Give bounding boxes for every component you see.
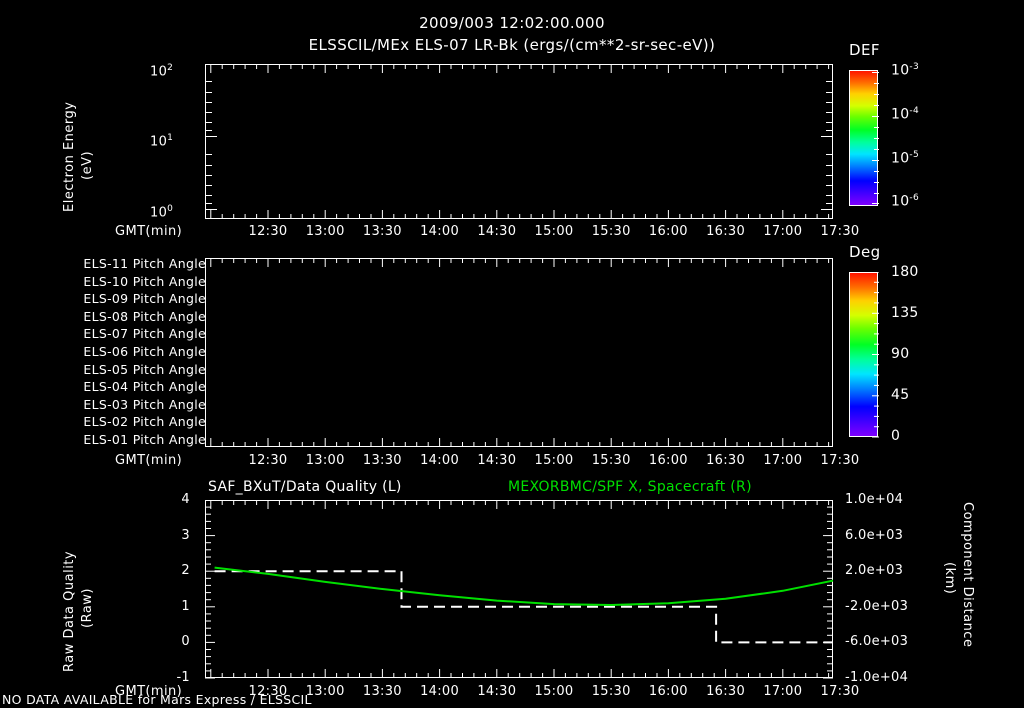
els-row-label: ELS-11 Pitch Angle [83, 256, 206, 271]
panel3-ytick-left: 0 [181, 634, 190, 650]
els-row-label: ELS-01 Pitch Angle [83, 432, 206, 447]
panel-pitch-angle-plot[interactable] [205, 258, 833, 447]
panel3-ylabel-left-line2: (Raw) [80, 588, 95, 628]
els-row-label: ELS-08 Pitch Angle [83, 308, 206, 324]
xtick-label: 17:00 [763, 224, 803, 239]
page-title-instrument: ELSSCIL/MEx ELS-07 LR-Bk (ergs/(cm**2-sr… [308, 36, 716, 54]
xtick-label: 17:00 [763, 684, 803, 699]
colorbar2-label-90: 90 [891, 346, 910, 362]
xtick-label: 12:30 [248, 453, 288, 468]
xtick-label: 16:00 [648, 453, 688, 468]
colorbar1-label-3: 10-3 [891, 62, 919, 79]
xtick-label: 14:00 [420, 684, 460, 699]
xtick-label: 15:30 [591, 224, 631, 239]
panel3-ytick-left: 4 [181, 492, 190, 507]
data-quality-series [214, 570, 833, 644]
colorbar1-label-1: 10-5 [891, 150, 919, 167]
xtick-label: 13:30 [362, 453, 402, 468]
panel3-ytick-right: -6.0e+03 [845, 634, 909, 650]
panel3-ytick-left: 2 [181, 563, 190, 579]
panel1-ytick-0: 100 [150, 204, 174, 221]
panel3-ytick-right: 2.0e+03 [845, 563, 904, 579]
xtick-label: 17:00 [763, 453, 803, 468]
els-row-label: ELS-04 Pitch Angle [83, 379, 206, 395]
xtick-label: 12:30 [248, 224, 288, 239]
panel3-ytick-right: 1.0e+04 [845, 492, 904, 507]
xtick-label: 14:30 [477, 224, 517, 239]
colorbar1-gradient[interactable] [849, 70, 878, 206]
xtick-label: 15:00 [534, 453, 574, 468]
colorbar2-label-180: 180 [891, 264, 919, 280]
els-row-label: ELS-06 Pitch Angle [83, 344, 206, 359]
panel3-ylabel-right-line1: Component Distance [960, 502, 975, 648]
panel-data-quality-plot[interactable] [205, 500, 833, 678]
panel1-ylabel-line1: Electron Energy [62, 101, 77, 212]
xtick-label: 15:30 [591, 453, 631, 468]
xtick-label: 13:00 [305, 453, 345, 468]
colorbar1-title: DEF [849, 41, 880, 59]
colorbar2-label-0: 0 [891, 428, 901, 444]
els-row-label: ELS-03 Pitch Angle [83, 396, 206, 412]
colorbar1-ticks [872, 72, 879, 204]
panel3-ylabel-left-line1: Raw Data Quality [62, 550, 77, 672]
spacecraft-distance-series [214, 566, 833, 607]
colorbar1-label-0: 10-6 [891, 193, 919, 210]
panel1-ytick-2: 102 [150, 63, 174, 80]
panel1-x-ticks [210, 64, 830, 219]
colorbar2-label-45: 45 [891, 387, 910, 403]
xtick-label: 14:30 [477, 684, 517, 699]
panel3-ytick-right: -2.0e+03 [845, 598, 909, 614]
xtick-label: 17:30 [820, 224, 860, 239]
xtick-label: 17:30 [820, 684, 860, 699]
panel3-header-left: SAF_BXuT/Data Quality (L) [208, 479, 402, 495]
xtick-label: 14:30 [477, 453, 517, 468]
xtick-label: 16:00 [648, 224, 688, 239]
panel1-ytick-1: 101 [150, 133, 174, 150]
xtick-label: 14:00 [420, 453, 460, 468]
xtick-label: 16:30 [706, 453, 746, 468]
xtick-label: 15:30 [591, 684, 631, 699]
panel2-gmt-label: GMT(min) [115, 453, 183, 468]
panel2-x-ticks [210, 258, 830, 447]
els-row-label: ELS-02 Pitch Angle [83, 414, 206, 430]
colorbar2-ticks [872, 272, 879, 438]
xtick-label: 12:30 [248, 684, 288, 699]
panel1-ylabel-line2: (eV) [80, 150, 95, 180]
xtick-label: 13:00 [305, 684, 345, 699]
xtick-label: 14:00 [420, 224, 460, 239]
panel3-header-right: MEXORBMC/SPF X, Spacecraft (R) [508, 479, 752, 495]
xtick-label: 16:00 [648, 684, 688, 699]
xtick-label: 13:30 [362, 684, 402, 699]
panel1-y-ticks-right [821, 64, 833, 210]
xtick-label: 15:00 [534, 684, 574, 699]
els-row-label: ELS-09 Pitch Angle [83, 291, 206, 307]
panel1-y-ticks [205, 64, 217, 210]
colorbar2-title: Deg [849, 243, 881, 261]
xtick-label: 16:30 [706, 224, 746, 239]
xtick-label: 17:30 [820, 453, 860, 468]
xtick-label: 15:00 [534, 224, 574, 239]
panel3-gmt-label: GMT(min) [115, 684, 183, 699]
panel3-ytick-left: -1 [176, 670, 190, 685]
colorbar2-label-135: 135 [891, 305, 919, 321]
els-row-label: ELS-05 Pitch Angle [83, 361, 206, 377]
panel1-gmt-label: GMT(min) [115, 224, 183, 239]
panel3-axes-and-data [205, 500, 833, 679]
panel3-ytick-right: -1.0e+04 [845, 670, 909, 685]
panel-electron-energy-plot[interactable] [205, 64, 833, 219]
panel3-ytick-left: 1 [181, 598, 190, 614]
xtick-label: 13:00 [305, 224, 345, 239]
colorbar1-label-2: 10-4 [891, 106, 919, 123]
xtick-label: 13:30 [362, 224, 402, 239]
page-title-datetime: 2009/003 12:02:00.000 [419, 14, 605, 32]
xtick-label: 16:30 [706, 684, 746, 699]
panel3-ylabel-right-line2: (km) [942, 562, 957, 595]
els-row-label: ELS-07 Pitch Angle [83, 326, 206, 342]
panel3-ytick-right: 6.0e+03 [845, 527, 904, 543]
els-row-label: ELS-10 Pitch Angle [83, 273, 206, 289]
status-message: NO DATA AVAILABLE for Mars Express / ELS… [2, 692, 312, 707]
panel3-ytick-left: 3 [181, 527, 190, 543]
